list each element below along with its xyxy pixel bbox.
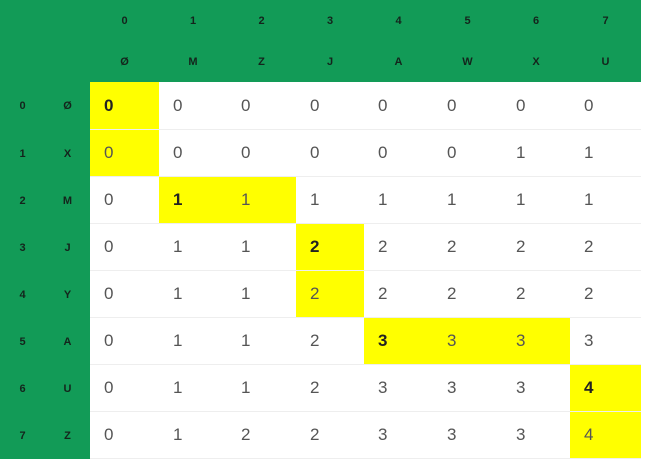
table-cell: 0: [227, 130, 296, 177]
table-cell: 1: [159, 318, 227, 365]
table-cell: 1: [364, 177, 433, 224]
table-cell: 0: [159, 130, 227, 177]
table-cell: 0: [90, 365, 159, 412]
table-cell: 1: [159, 365, 227, 412]
row-index-header: 1: [0, 130, 45, 177]
col-char-header: A: [364, 41, 433, 82]
table-cell: 2: [570, 271, 641, 318]
corner-header: [0, 0, 90, 82]
table-cell: 0: [90, 130, 159, 177]
table-cell: 3: [433, 318, 502, 365]
table-cell: 2: [296, 365, 364, 412]
row-index-header: 5: [0, 318, 45, 365]
table-cell: 0: [296, 82, 364, 130]
col-index-header: 6: [502, 0, 570, 41]
row-char-header: X: [45, 130, 90, 177]
table-cell: 1: [570, 177, 641, 224]
table-cell: 0: [90, 271, 159, 318]
table-cell: 0: [90, 412, 159, 459]
table-cell: 2: [364, 224, 433, 271]
table-cell: 4: [570, 365, 641, 412]
col-index-header: 4: [364, 0, 433, 41]
table-cell: 1: [159, 224, 227, 271]
col-index-header: 0: [90, 0, 159, 41]
col-char-header: M: [159, 41, 227, 82]
table-cell: 2: [296, 224, 364, 271]
table-cell: 2: [570, 224, 641, 271]
table-cell: 2: [227, 412, 296, 459]
table-cell: 1: [227, 224, 296, 271]
table-cell: 2: [502, 224, 570, 271]
row-char-header: Y: [45, 271, 90, 318]
table-cell: 1: [227, 365, 296, 412]
col-char-header: U: [570, 41, 641, 82]
table-cell: 3: [502, 365, 570, 412]
table-cell: 3: [502, 318, 570, 365]
table-cell: 3: [364, 318, 433, 365]
table-cell: 2: [296, 412, 364, 459]
table-cell: 0: [570, 82, 641, 130]
table-cell: 2: [433, 271, 502, 318]
col-char-header: Ø: [90, 41, 159, 82]
table-cell: 0: [433, 82, 502, 130]
table-cell: 0: [364, 82, 433, 130]
table-cell: 3: [570, 318, 641, 365]
col-index-header: 7: [570, 0, 641, 41]
table-cell: 3: [502, 412, 570, 459]
col-char-header: X: [502, 41, 570, 82]
table-cell: 2: [433, 224, 502, 271]
col-index-header: 1: [159, 0, 227, 41]
table-cell: 3: [364, 412, 433, 459]
table-cell: 3: [364, 365, 433, 412]
row-char-header: Z: [45, 412, 90, 459]
col-char-header: J: [296, 41, 364, 82]
table-cell: 4: [570, 412, 641, 459]
table-cell: 0: [364, 130, 433, 177]
table-cell: 1: [227, 271, 296, 318]
row-index-header: 0: [0, 82, 45, 130]
table-cell: 2: [296, 271, 364, 318]
row-index-header: 6: [0, 365, 45, 412]
row-char-header: J: [45, 224, 90, 271]
table-cell: 0: [90, 82, 159, 130]
row-char-header: A: [45, 318, 90, 365]
table-cell: 1: [159, 177, 227, 224]
table-cell: 2: [296, 318, 364, 365]
table-cell: 0: [90, 318, 159, 365]
table-cell: 3: [433, 365, 502, 412]
row-char-header: M: [45, 177, 90, 224]
table-cell: 1: [502, 130, 570, 177]
table-cell: 1: [433, 177, 502, 224]
col-char-header: W: [433, 41, 502, 82]
table-cell: 1: [227, 177, 296, 224]
row-char-header: U: [45, 365, 90, 412]
table-cell: 0: [433, 130, 502, 177]
col-char-header: Z: [227, 41, 296, 82]
table-cell: 2: [364, 271, 433, 318]
table-cell: 1: [159, 412, 227, 459]
col-index-header: 3: [296, 0, 364, 41]
table-cell: 0: [90, 177, 159, 224]
row-index-header: 3: [0, 224, 45, 271]
table-cell: 1: [502, 177, 570, 224]
table-cell: 1: [227, 318, 296, 365]
row-index-header: 4: [0, 271, 45, 318]
table-cell: 1: [570, 130, 641, 177]
table-cell: 0: [90, 224, 159, 271]
table-cell: 1: [296, 177, 364, 224]
table-cell: 2: [502, 271, 570, 318]
table-cell: 0: [159, 82, 227, 130]
table-cell: 1: [159, 271, 227, 318]
row-char-header: Ø: [45, 82, 90, 130]
row-index-header: 2: [0, 177, 45, 224]
col-index-header: 2: [227, 0, 296, 41]
table-cell: 0: [227, 82, 296, 130]
table-cell: 3: [433, 412, 502, 459]
col-index-header: 5: [433, 0, 502, 41]
table-cell: 0: [296, 130, 364, 177]
row-index-header: 7: [0, 412, 45, 459]
table-cell: 0: [502, 82, 570, 130]
